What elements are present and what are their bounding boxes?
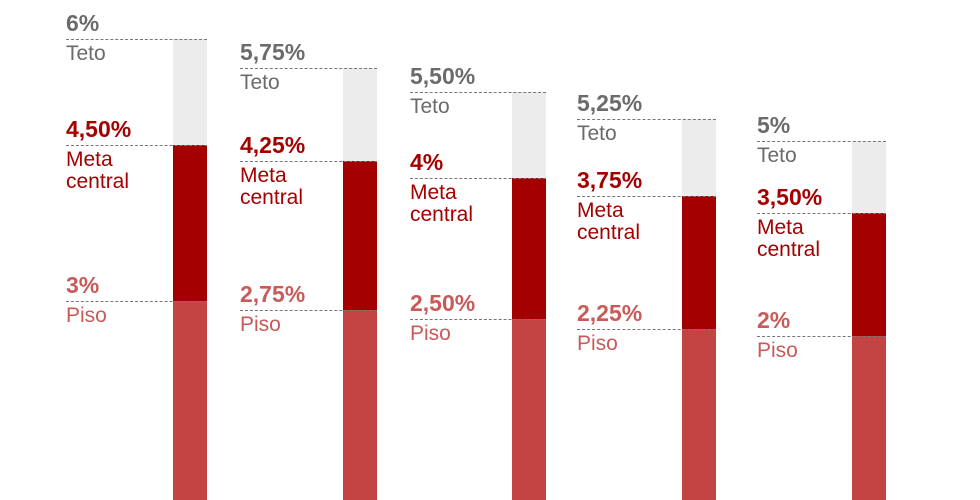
meta-dashed-line (66, 145, 207, 146)
teto-dashed-line (410, 92, 546, 93)
teto-dashed-line (577, 119, 716, 120)
meta-category-label: Meta central (577, 199, 641, 244)
meta-dashed-line (757, 213, 886, 214)
teto-dashed-line (757, 141, 886, 142)
meta-value-label: 4,25% (240, 132, 306, 158)
piso-category-label: Piso (410, 322, 451, 345)
piso-dashed-line (66, 301, 207, 302)
piso-dashed-line (410, 319, 546, 320)
meta-category-label: Meta central (66, 148, 130, 193)
piso-value-label: 2,50% (410, 290, 476, 316)
piso-band (852, 336, 886, 500)
meta-category-label: Meta central (240, 164, 304, 209)
meta-band (852, 213, 886, 336)
meta-band (682, 196, 716, 329)
meta-value-label: 3,50% (757, 184, 823, 210)
teto-value-label: 5% (757, 112, 791, 138)
meta-dashed-line (577, 196, 716, 197)
teto-value-label: 6% (66, 10, 100, 36)
piso-band (682, 329, 716, 500)
meta-value-label: 3,75% (577, 167, 643, 193)
meta-band (343, 161, 377, 310)
teto-dashed-line (66, 39, 207, 40)
teto-band (512, 92, 546, 178)
piso-dashed-line (240, 310, 377, 311)
teto-value-label: 5,25% (577, 90, 643, 116)
meta-dashed-line (410, 178, 546, 179)
meta-dashed-line (240, 161, 377, 162)
piso-category-label: Piso (577, 332, 618, 355)
teto-value-label: 5,75% (240, 39, 306, 65)
teto-category-label: Teto (240, 71, 280, 94)
piso-value-label: 3% (66, 272, 100, 298)
teto-category-label: Teto (757, 144, 797, 167)
piso-category-label: Piso (240, 313, 281, 336)
piso-band (173, 301, 207, 500)
piso-dashed-line (757, 336, 886, 337)
piso-value-label: 2% (757, 307, 791, 333)
teto-category-label: Teto (410, 95, 450, 118)
teto-band (173, 39, 207, 145)
piso-band (512, 319, 546, 500)
meta-value-label: 4,50% (66, 116, 132, 142)
meta-value-label: 4% (410, 149, 444, 175)
teto-category-label: Teto (66, 42, 106, 65)
meta-category-label: Meta central (410, 181, 474, 226)
meta-band (512, 178, 546, 319)
piso-category-label: Piso (66, 304, 107, 327)
teto-band (343, 68, 377, 161)
piso-category-label: Piso (757, 339, 798, 362)
meta-category-label: Meta central (757, 216, 821, 261)
teto-value-label: 5,50% (410, 63, 476, 89)
teto-dashed-line (240, 68, 377, 69)
teto-category-label: Teto (577, 122, 617, 145)
meta-band (173, 145, 207, 301)
teto-band (682, 119, 716, 196)
piso-value-label: 2,75% (240, 281, 306, 307)
teto-band (852, 141, 886, 213)
piso-band (343, 310, 377, 500)
piso-dashed-line (577, 329, 716, 330)
piso-value-label: 2,25% (577, 300, 643, 326)
